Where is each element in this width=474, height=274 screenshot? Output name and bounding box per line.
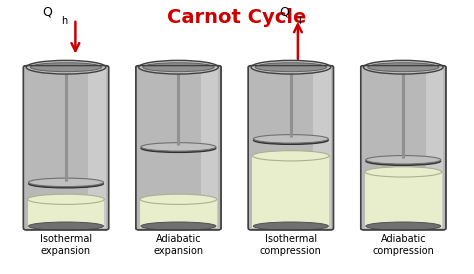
Ellipse shape (138, 60, 218, 74)
FancyBboxPatch shape (23, 65, 109, 230)
Bar (201, 67, 218, 228)
Ellipse shape (255, 63, 327, 72)
Ellipse shape (30, 63, 101, 72)
Ellipse shape (143, 63, 214, 72)
Text: Adiabatic
expansion: Adiabatic expansion (154, 234, 203, 256)
Text: Carnot Cycle: Carnot Cycle (167, 8, 307, 27)
Bar (140, 199, 217, 228)
Text: Isothermal
expansion: Isothermal expansion (40, 234, 92, 256)
Ellipse shape (141, 222, 216, 230)
Ellipse shape (253, 151, 329, 161)
Ellipse shape (141, 144, 216, 153)
Ellipse shape (141, 143, 216, 151)
Ellipse shape (28, 178, 103, 187)
Ellipse shape (366, 156, 441, 164)
FancyBboxPatch shape (136, 65, 221, 230)
Ellipse shape (28, 179, 103, 188)
Bar (253, 156, 329, 228)
Bar (88, 67, 106, 228)
FancyBboxPatch shape (361, 65, 446, 230)
FancyBboxPatch shape (248, 65, 334, 230)
Ellipse shape (27, 194, 104, 204)
Text: l: l (298, 16, 301, 26)
Ellipse shape (254, 136, 328, 144)
Ellipse shape (251, 60, 331, 74)
Text: Q: Q (279, 5, 289, 18)
Ellipse shape (140, 194, 217, 204)
Ellipse shape (254, 135, 328, 143)
Ellipse shape (366, 157, 441, 165)
Ellipse shape (26, 60, 106, 74)
Ellipse shape (368, 63, 439, 72)
Text: Adiabatic
compression: Adiabatic compression (373, 234, 434, 256)
Ellipse shape (364, 60, 443, 74)
Ellipse shape (365, 167, 442, 177)
Text: Isothermal
compression: Isothermal compression (260, 234, 322, 256)
Bar (365, 172, 442, 228)
Ellipse shape (28, 222, 103, 230)
Text: Q: Q (43, 5, 53, 18)
Ellipse shape (366, 222, 441, 230)
Text: h: h (61, 16, 68, 26)
Ellipse shape (254, 222, 328, 230)
Bar (27, 199, 104, 228)
Bar (426, 67, 443, 228)
Bar (313, 67, 331, 228)
